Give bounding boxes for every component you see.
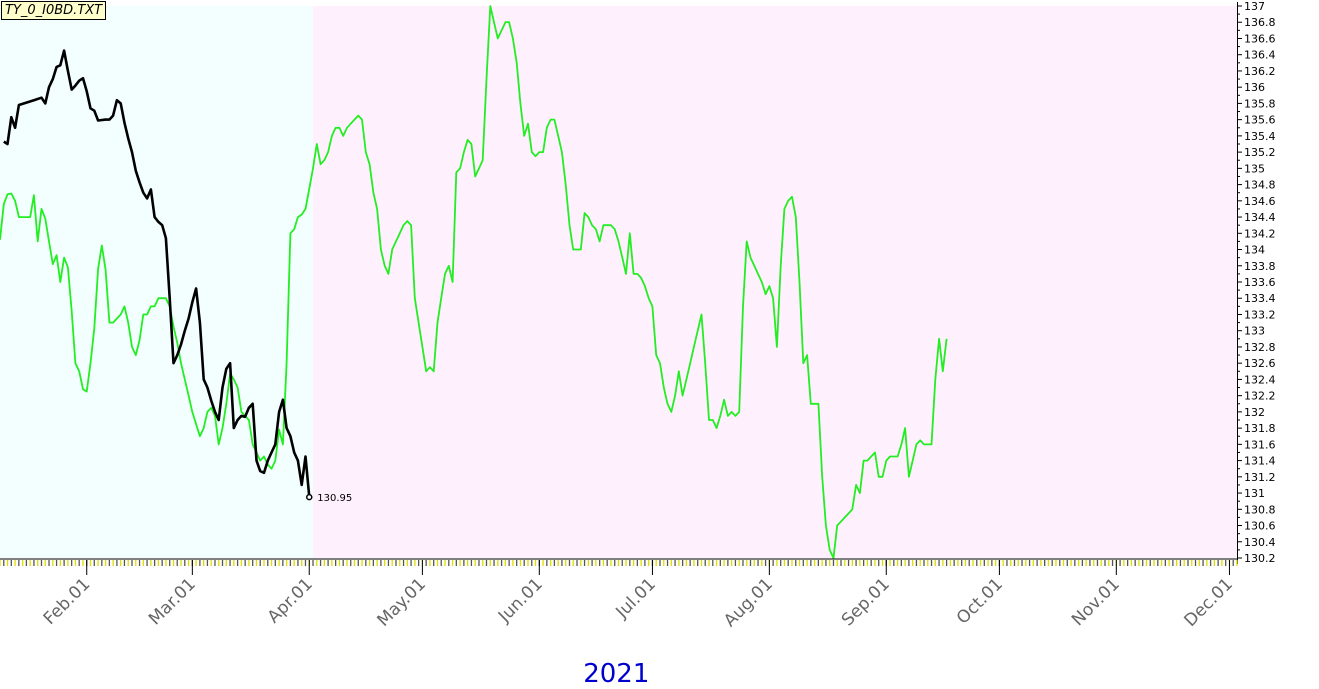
y-tick-label: 131.4 bbox=[1244, 455, 1276, 468]
y-tick-label: 132.4 bbox=[1244, 373, 1276, 386]
x-tick-label: Feb.01 bbox=[40, 574, 95, 629]
x-tick-label: Sep.01 bbox=[838, 574, 894, 630]
x-tick-label: Nov.01 bbox=[1068, 574, 1124, 630]
series-line-green bbox=[0, 5, 948, 559]
x-tick-label: Aug.01 bbox=[720, 574, 777, 631]
y-tick-label: 130.8 bbox=[1244, 503, 1276, 516]
y-tick-label: 134.8 bbox=[1244, 179, 1276, 192]
y-tick-label: 135.6 bbox=[1244, 114, 1276, 127]
series-layer bbox=[0, 5, 948, 559]
y-tick-label: 135.8 bbox=[1244, 97, 1276, 110]
y-tick-label: 131.8 bbox=[1244, 422, 1276, 435]
last-value-marker bbox=[306, 493, 313, 501]
y-tick-label: 132.6 bbox=[1244, 357, 1276, 370]
y-tick-label: 130.6 bbox=[1244, 520, 1276, 533]
y-tick-label: 136.2 bbox=[1244, 65, 1276, 78]
y-tick-label: 137 bbox=[1244, 0, 1265, 13]
x-tick-label: Jul.01 bbox=[612, 574, 660, 622]
x-axis: Feb.01 Mar.01 Apr.01 May.01 Jun.01 Jul.01 Aug.… bbox=[0, 558, 1238, 631]
y-tick-label: 131 bbox=[1244, 487, 1265, 500]
y-tick-label: 132 bbox=[1244, 406, 1265, 419]
y-tick-label: 136.4 bbox=[1244, 49, 1276, 62]
y-tick-label: 134.2 bbox=[1244, 227, 1276, 240]
y-tick-label: 135.2 bbox=[1244, 146, 1276, 159]
y-tick-label: 130.2 bbox=[1244, 552, 1276, 565]
y-tick-label: 133.6 bbox=[1244, 276, 1276, 289]
y-tick-label: 135.4 bbox=[1244, 130, 1276, 143]
x-tick-label: Mar.01 bbox=[145, 574, 200, 629]
y-tick-label: 134 bbox=[1244, 244, 1265, 257]
x-tick-label: Apr.01 bbox=[264, 574, 317, 627]
x-tick-label: Jun.01 bbox=[494, 574, 547, 627]
y-tick-label: 136 bbox=[1244, 81, 1265, 94]
x-tick-label: Oct.01 bbox=[953, 574, 1007, 628]
projection-period-background bbox=[313, 6, 1237, 558]
current-period-background bbox=[0, 6, 314, 558]
y-tick-label: 133.2 bbox=[1244, 308, 1276, 321]
y-tick-label: 131.6 bbox=[1244, 438, 1276, 451]
y-tick-label: 133 bbox=[1244, 325, 1265, 338]
y-tick-label: 136.6 bbox=[1244, 32, 1276, 45]
y-tick-label: 131.2 bbox=[1244, 471, 1276, 484]
x-tick-label: May.01 bbox=[374, 574, 430, 630]
y-axis: 130.2 130.4 130.6 130.8 131 131.2 131.4 131.6 13… bbox=[1237, 0, 1276, 565]
last-value-label: 130.95 bbox=[317, 493, 352, 504]
y-tick-label: 133.4 bbox=[1244, 292, 1276, 305]
series-line-black bbox=[3, 49, 311, 498]
y-tick-label: 132.8 bbox=[1244, 341, 1276, 354]
y-tick-label: 132.2 bbox=[1244, 390, 1276, 403]
x-tick-label: Dec.01 bbox=[1180, 574, 1237, 631]
chart-title: TY_0_I0BD.TXT bbox=[1, 1, 107, 20]
year-label: 2021 bbox=[583, 659, 649, 689]
y-tick-label: 134.4 bbox=[1244, 211, 1276, 224]
y-tick-label: 134.6 bbox=[1244, 195, 1276, 208]
y-tick-label: 135 bbox=[1244, 162, 1265, 175]
y-tick-label: 130.4 bbox=[1244, 536, 1276, 549]
y-tick-label: 136.8 bbox=[1244, 16, 1276, 29]
y-tick-label: 133.8 bbox=[1244, 260, 1276, 273]
